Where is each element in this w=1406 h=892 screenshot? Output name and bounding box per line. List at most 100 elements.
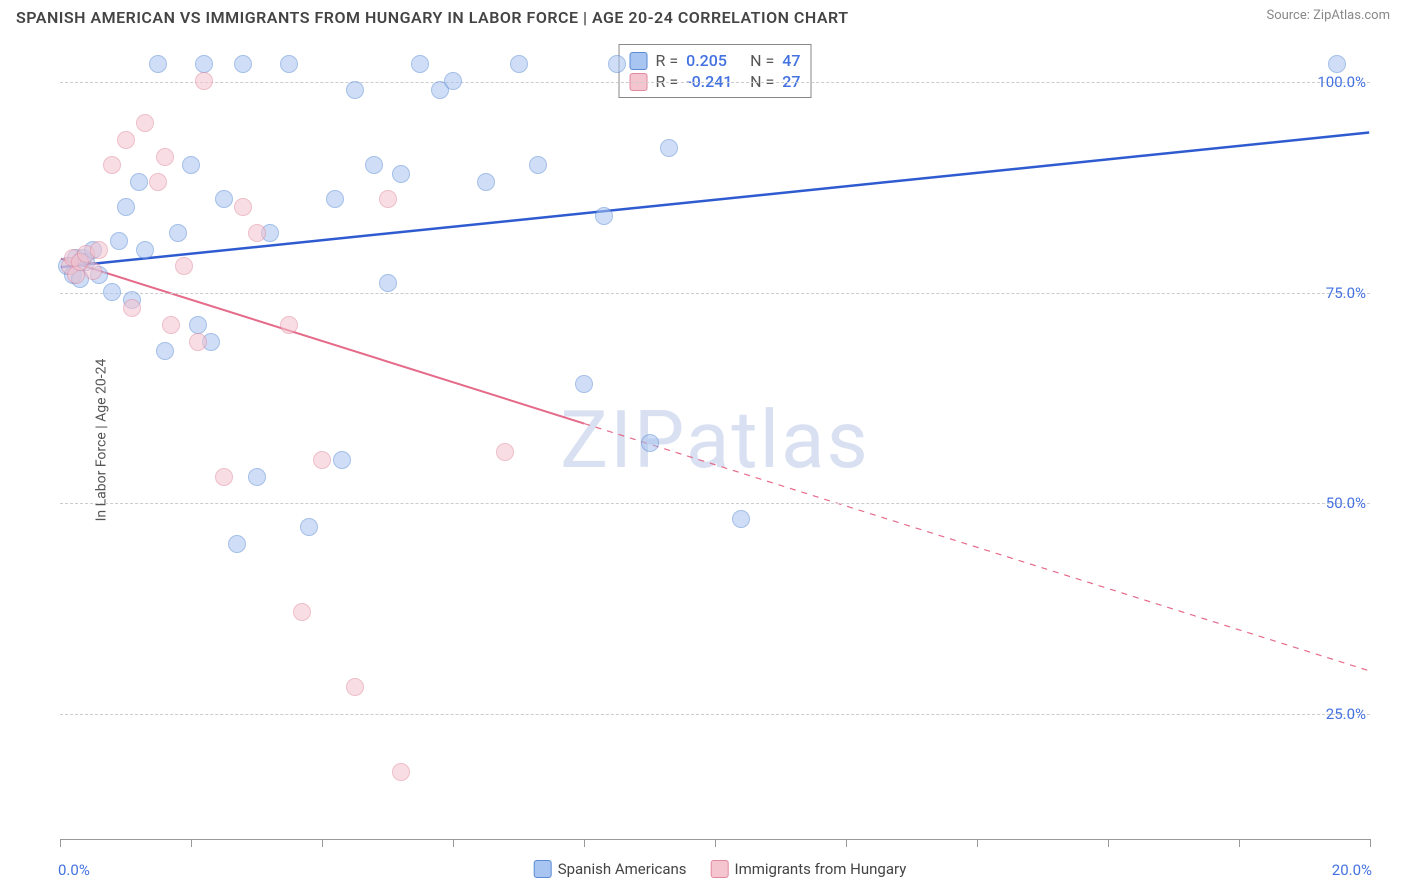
data-point — [149, 173, 167, 191]
data-point — [392, 165, 410, 183]
plot-area: ZIPatlas R =0.205N =47R =-0.241N =27 25.… — [60, 40, 1370, 840]
data-point — [117, 198, 135, 216]
data-point — [234, 55, 252, 73]
gridline — [60, 714, 1370, 715]
gridline — [60, 293, 1370, 294]
legend-item: Immigrants from Hungary — [711, 860, 907, 878]
data-point — [333, 451, 351, 469]
x-tick — [977, 839, 978, 847]
data-point — [510, 55, 528, 73]
data-point — [346, 81, 364, 99]
data-point — [149, 55, 167, 73]
data-point — [84, 262, 102, 280]
legend-swatch — [534, 860, 552, 878]
data-point — [1328, 55, 1346, 73]
y-tick-label: 50.0% — [1326, 494, 1366, 512]
data-point — [189, 316, 207, 334]
trendlines-layer — [60, 40, 1370, 839]
chart-container: In Labor Force | Age 20-24 ZIPatlas R =0… — [50, 40, 1390, 840]
legend-label: Spanish Americans — [558, 860, 687, 878]
legend-row: R = 0.205 N = 47 — [630, 51, 801, 70]
n-label: N = — [750, 51, 774, 70]
data-point — [195, 72, 213, 90]
data-point — [411, 55, 429, 73]
legend-swatch — [711, 860, 729, 878]
data-point — [162, 316, 180, 334]
data-point — [660, 139, 678, 157]
data-point — [123, 299, 141, 317]
r-label: R = — [656, 51, 679, 70]
data-point — [641, 434, 659, 452]
x-tick — [191, 839, 192, 847]
n-value: 47 — [782, 51, 800, 70]
x-tick — [584, 839, 585, 847]
data-point — [90, 241, 108, 259]
correlation-legend: R =0.205N =47R =-0.241N =27 — [619, 44, 812, 98]
legend-label: Immigrants from Hungary — [735, 860, 907, 878]
data-point — [496, 443, 514, 461]
data-point — [103, 156, 121, 174]
data-point — [234, 198, 252, 216]
data-point — [156, 148, 174, 166]
data-point — [575, 375, 593, 393]
x-tick — [1370, 839, 1371, 847]
x-tick — [1239, 839, 1240, 847]
data-point — [228, 535, 246, 553]
x-tick — [1108, 839, 1109, 847]
gridline — [60, 82, 1370, 83]
data-point — [346, 678, 364, 696]
x-tick — [715, 839, 716, 847]
chart-title: SPANISH AMERICAN VS IMMIGRANTS FROM HUNG… — [16, 8, 849, 27]
data-point — [248, 224, 266, 242]
legend-item: Spanish Americans — [534, 860, 687, 878]
data-point — [595, 207, 613, 225]
data-point — [293, 603, 311, 621]
data-point — [608, 55, 626, 73]
data-point — [477, 173, 495, 191]
trend-line-solid — [61, 259, 584, 424]
y-tick-label: 25.0% — [1326, 705, 1366, 723]
data-point — [117, 131, 135, 149]
data-point — [130, 173, 148, 191]
data-point — [156, 342, 174, 360]
data-point — [110, 232, 128, 250]
x-tick — [60, 839, 61, 847]
y-tick-label: 75.0% — [1326, 284, 1366, 302]
source-label: Source: ZipAtlas.com — [1266, 8, 1390, 23]
data-point — [444, 72, 462, 90]
data-point — [379, 190, 397, 208]
x-tick-label: 20.0% — [1332, 861, 1372, 879]
r-value: 0.205 — [686, 51, 742, 70]
data-point — [175, 257, 193, 275]
gridline — [60, 503, 1370, 504]
x-tick — [846, 839, 847, 847]
data-point — [103, 283, 121, 301]
data-point — [136, 241, 154, 259]
data-point — [326, 190, 344, 208]
data-point — [280, 316, 298, 334]
data-point — [379, 274, 397, 292]
data-point — [392, 763, 410, 781]
data-point — [732, 510, 750, 528]
y-tick-label: 100.0% — [1317, 73, 1366, 91]
legend-swatch — [630, 52, 648, 70]
trend-line-solid — [61, 133, 1369, 268]
x-tick — [322, 839, 323, 847]
series-legend: Spanish Americans Immigrants from Hungary — [534, 860, 907, 878]
data-point — [300, 518, 318, 536]
data-point — [195, 55, 213, 73]
data-point — [182, 156, 200, 174]
watermark: ZIPatlas — [560, 393, 870, 487]
trend-line-dashed — [584, 424, 1369, 671]
data-point — [215, 468, 233, 486]
data-point — [529, 156, 547, 174]
data-point — [248, 468, 266, 486]
data-point — [136, 114, 154, 132]
data-point — [365, 156, 383, 174]
x-tick-label: 0.0% — [58, 861, 90, 879]
data-point — [169, 224, 187, 242]
data-point — [215, 190, 233, 208]
data-point — [189, 333, 207, 351]
x-tick — [453, 839, 454, 847]
data-point — [280, 55, 298, 73]
